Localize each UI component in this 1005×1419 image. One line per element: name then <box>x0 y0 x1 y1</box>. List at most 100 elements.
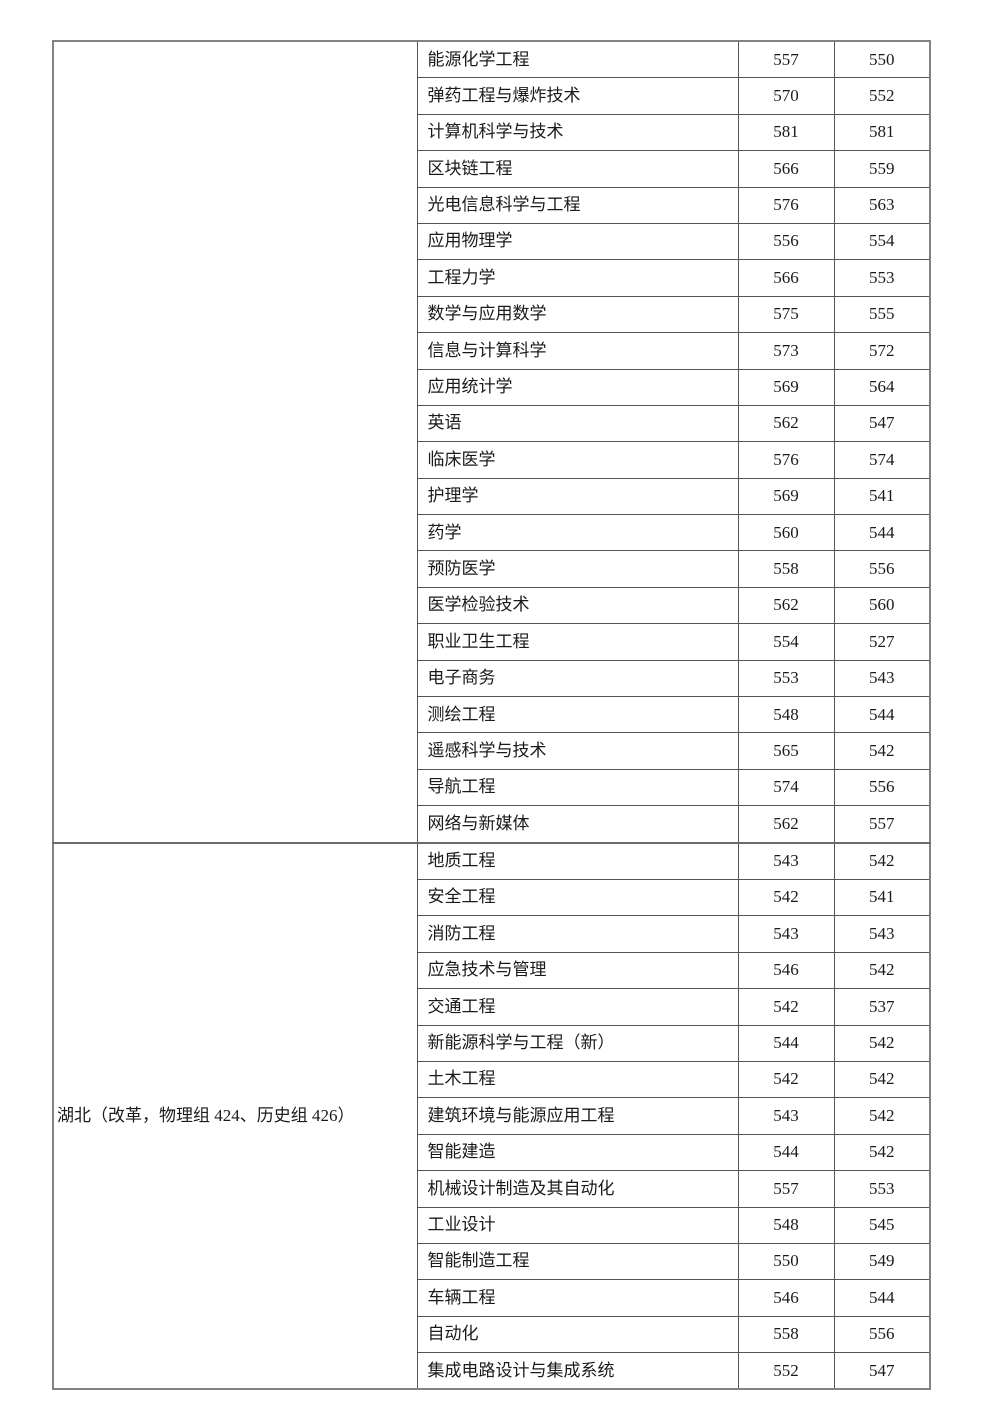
score-a-cell: 565 <box>737 732 835 770</box>
table-row: 智能建造 544 542 <box>53 1133 931 1172</box>
score-a-cell: 543 <box>737 1097 835 1135</box>
score-a-cell: 581 <box>737 113 835 152</box>
score-a-cell: 544 <box>737 1133 835 1172</box>
score-a-cell: 562 <box>737 586 835 625</box>
score-a-cell: 566 <box>737 259 835 297</box>
score-a-cell: 558 <box>737 1315 835 1354</box>
table-row: 区块链工程 566 559 <box>53 150 931 188</box>
major-name-cell: 建筑环境与能源应用工程 <box>416 1097 739 1135</box>
table-row: 计算机科学与技术 581 581 <box>53 113 931 152</box>
score-a-cell: 550 <box>737 1242 835 1281</box>
major-name-cell: 车辆工程 <box>416 1279 739 1317</box>
score-b-cell: 544 <box>833 696 931 734</box>
score-a-cell: 573 <box>737 332 835 370</box>
score-b-cell: 545 <box>833 1206 931 1244</box>
score-b-cell: 557 <box>833 805 931 844</box>
score-b-cell: 552 <box>833 77 931 115</box>
score-b-cell: 541 <box>833 878 931 917</box>
table-row: 能源化学工程 557 550 <box>52 40 931 844</box>
major-name-cell: 光电信息科学与工程 <box>416 186 739 224</box>
table-row: 自动化 558 556 <box>53 1315 931 1354</box>
major-name-cell: 应用物理学 <box>416 222 739 261</box>
table-row: 建筑环境与能源应用工程 543 542 <box>53 1097 931 1135</box>
major-name-cell: 交通工程 <box>416 988 739 1026</box>
score-b-cell: 553 <box>833 1170 931 1208</box>
score-a-cell: 574 <box>737 768 835 807</box>
table-row: 工业设计 548 545 <box>53 1206 931 1244</box>
score-a-cell: 546 <box>737 951 835 990</box>
major-name-cell: 电子商务 <box>416 659 739 698</box>
score-a-cell: 548 <box>737 696 835 734</box>
major-name-cell: 医学检验技术 <box>416 586 739 625</box>
score-b-cell: 542 <box>833 1097 931 1135</box>
score-a-cell: 546 <box>737 1279 835 1317</box>
table-row: 工程力学 566 553 <box>53 259 931 297</box>
table-row: 车辆工程 546 544 <box>53 1279 931 1317</box>
score-b-cell: 549 <box>833 1242 931 1281</box>
score-a-cell: 544 <box>737 1024 835 1062</box>
score-b-cell: 547 <box>833 1352 931 1390</box>
score-a-cell: 553 <box>737 659 835 698</box>
major-name-cell: 新能源科学与工程（新） <box>416 1024 739 1062</box>
major-name-cell: 工业设计 <box>416 1206 739 1244</box>
score-b-cell: 542 <box>833 1133 931 1172</box>
table-row: 网络与新媒体 562 557 <box>53 805 931 844</box>
score-a-cell: 556 <box>737 222 835 261</box>
table-row: 交通工程 542 537 <box>53 988 931 1026</box>
major-name-cell: 集成电路设计与集成系统 <box>416 1352 739 1390</box>
major-name-cell: 英语 <box>416 404 739 443</box>
score-b-cell: 556 <box>833 550 931 588</box>
major-name-cell: 临床医学 <box>416 441 739 479</box>
score-a-cell: 552 <box>737 1352 835 1390</box>
region-cell <box>52 40 418 844</box>
table-row: 预防医学 558 556 <box>53 550 931 588</box>
score-b-cell: 553 <box>833 259 931 297</box>
score-b-cell: 542 <box>833 951 931 990</box>
score-b-cell: 556 <box>833 768 931 807</box>
table-row: 信息与计算科学 573 572 <box>53 332 931 370</box>
score-b-cell: 581 <box>833 113 931 152</box>
score-b-cell: 527 <box>833 623 931 661</box>
table-row: 光电信息科学与工程 576 563 <box>53 186 931 224</box>
table-row: 弹药工程与爆炸技术 570 552 <box>53 77 931 115</box>
major-name-cell: 护理学 <box>416 477 739 516</box>
table-row: 临床医学 576 574 <box>53 441 931 479</box>
major-name-cell: 能源化学工程 <box>416 40 739 79</box>
score-b-cell: 537 <box>833 988 931 1026</box>
major-name-cell: 地质工程 <box>416 841 739 880</box>
score-b-cell: 555 <box>833 295 931 334</box>
table-row: 英语 562 547 <box>53 404 931 443</box>
score-b-cell: 556 <box>833 1315 931 1354</box>
table-row: 智能制造工程 550 549 <box>53 1242 931 1281</box>
region-cell: 湖北（改革，物理组 424、历史组 426） <box>52 841 418 1390</box>
score-a-cell: 543 <box>737 915 835 953</box>
score-b-cell: 542 <box>833 841 931 880</box>
score-a-cell: 542 <box>737 1060 835 1099</box>
major-name-cell: 自动化 <box>416 1315 739 1354</box>
table-row: 应急技术与管理 546 542 <box>53 951 931 990</box>
major-name-cell: 药学 <box>416 514 739 552</box>
score-b-cell: 560 <box>833 586 931 625</box>
table-row: 土木工程 542 542 <box>53 1060 931 1099</box>
score-b-cell: 542 <box>833 1060 931 1099</box>
major-name-cell: 安全工程 <box>416 878 739 917</box>
major-name-cell: 弹药工程与爆炸技术 <box>416 77 739 115</box>
major-name-cell: 遥感科学与技术 <box>416 732 739 770</box>
major-name-cell: 机械设计制造及其自动化 <box>416 1170 739 1208</box>
admission-scores-table: 能源化学工程 557 550 弹药工程与爆炸技术 570 552 计算机科学与技术 581 58… <box>52 40 931 1391</box>
score-a-cell: 542 <box>737 878 835 917</box>
table-row: 测绘工程 548 544 <box>53 696 931 734</box>
score-b-cell: 543 <box>833 659 931 698</box>
major-name-cell: 智能制造工程 <box>416 1242 739 1281</box>
score-a-cell: 558 <box>737 550 835 588</box>
score-a-cell: 548 <box>737 1206 835 1244</box>
score-a-cell: 576 <box>737 441 835 479</box>
major-name-cell: 应急技术与管理 <box>416 951 739 990</box>
major-name-cell: 数学与应用数学 <box>416 295 739 334</box>
major-name-cell: 职业卫生工程 <box>416 623 739 661</box>
score-b-cell: 542 <box>833 732 931 770</box>
region-section: 能源化学工程 557 550 弹药工程与爆炸技术 570 552 计算机科学与技术 581 58… <box>52 40 931 844</box>
score-b-cell: 541 <box>833 477 931 516</box>
table-row: 湖北（改革，物理组 424、历史组 426） 地质工程 543 542 <box>52 841 931 1390</box>
